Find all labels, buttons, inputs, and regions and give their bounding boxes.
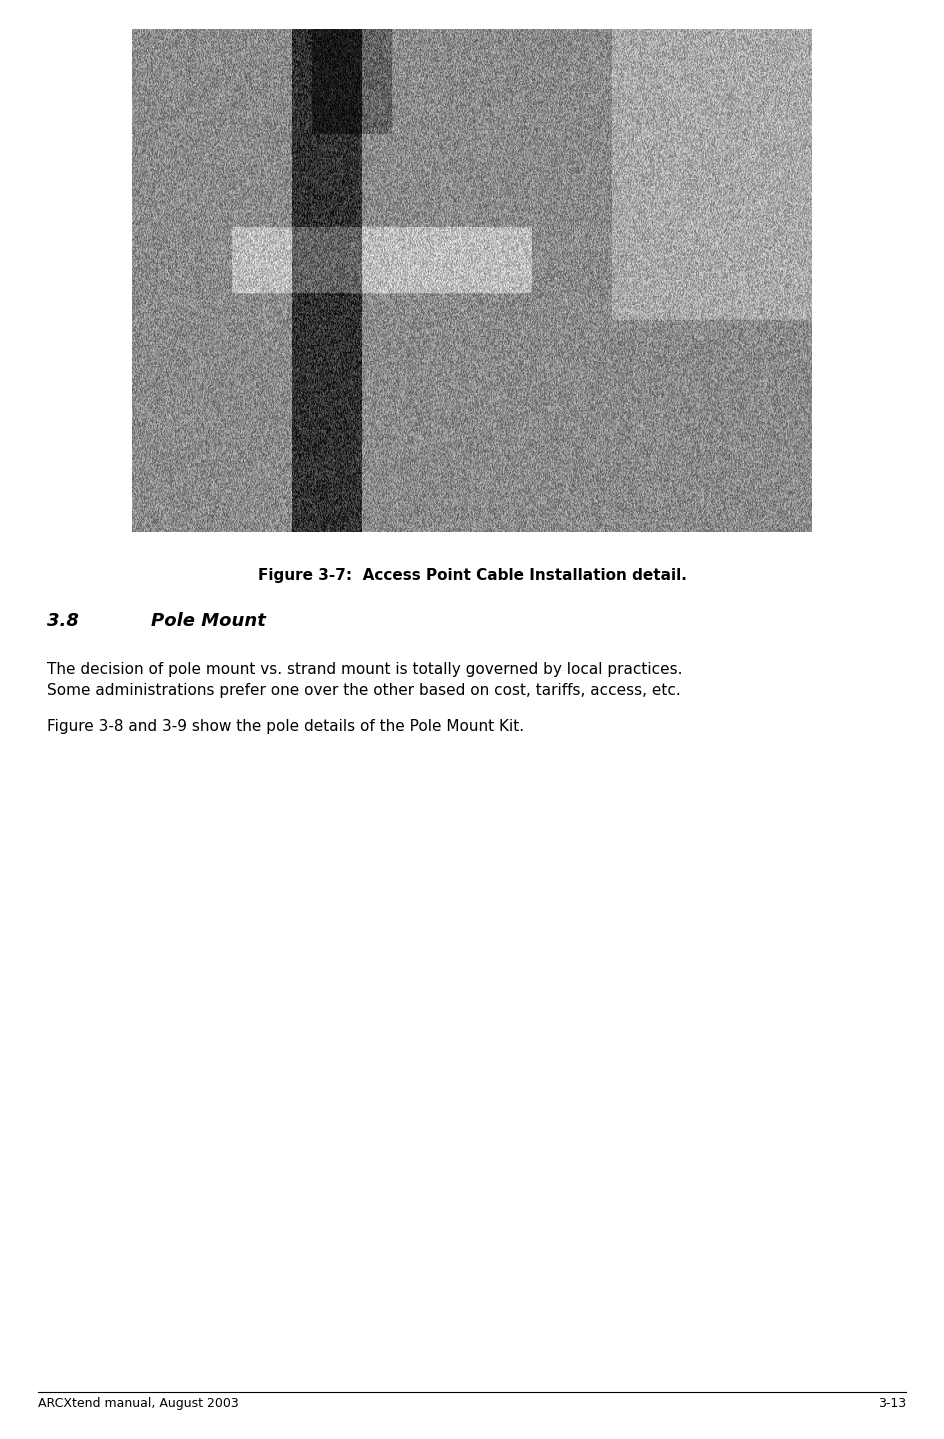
Text: Figure 3-8 and 3-9 show the pole details of the Pole Mount Kit.: Figure 3-8 and 3-9 show the pole details… (47, 720, 524, 734)
Text: ARCXtend manual, August 2003: ARCXtend manual, August 2003 (38, 1396, 239, 1410)
Text: Figure 3-7:  Access Point Cable Installation detail.: Figure 3-7: Access Point Cable Installat… (258, 568, 686, 583)
Text: 3-13: 3-13 (878, 1396, 906, 1410)
Text: 3.8: 3.8 (47, 612, 79, 630)
Text: Cable entry: Cable entry (558, 62, 732, 76)
Text: The decision of pole mount vs. strand mount is totally governed by local practic: The decision of pole mount vs. strand mo… (47, 662, 683, 698)
Text: Pole Mount: Pole Mount (151, 612, 266, 630)
